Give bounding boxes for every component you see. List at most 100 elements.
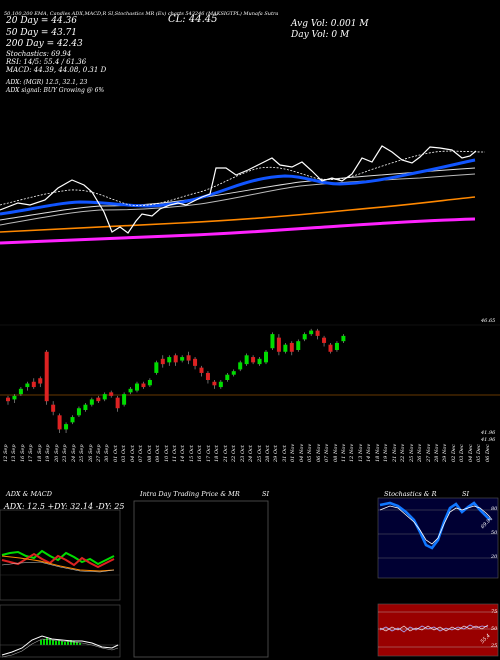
date-tick-label: 04 Dec	[467, 444, 474, 462]
macd-label: MACD: 44.39, 44.08, 0.31 D	[6, 66, 107, 74]
candle-body	[51, 404, 56, 412]
candle-body	[244, 355, 249, 365]
candle-body	[89, 399, 94, 405]
candle-body	[18, 388, 23, 395]
date-tick-label: 11 Oct	[172, 445, 178, 462]
date-tick-label: 30 Sep	[104, 444, 111, 462]
candle-body	[270, 334, 275, 349]
stoch-level-80: 80	[491, 506, 498, 512]
date-tick-label: 07 Oct	[138, 445, 145, 462]
date-tick-label: 07 Nov	[324, 443, 331, 462]
date-tick-label: 08 Oct	[146, 445, 153, 462]
candle-body	[205, 372, 210, 380]
date-tick-label: 06 Nov	[315, 443, 322, 462]
candle-body	[173, 355, 178, 363]
date-tick-label: 11 Nov	[341, 443, 347, 462]
rsi-level-75: 75	[491, 609, 498, 615]
candle-body	[31, 381, 36, 388]
date-tick-label: 25 Oct	[256, 445, 263, 462]
date-tick-label: 10 Oct	[163, 445, 170, 462]
date-tick-label: 14 Oct	[180, 445, 187, 462]
date-tick-label: 23 Oct	[239, 445, 246, 462]
ema20-label: 20 Day = 44.36	[6, 16, 78, 26]
date-tick-label: 25 Sep	[79, 444, 86, 462]
date-tick-label: 04 Nov	[298, 443, 305, 462]
date-tick-label: 24 Oct	[248, 445, 255, 462]
candle-body	[296, 341, 301, 350]
date-tick-label: 12 Sep	[3, 444, 9, 462]
close-price-label: CL: 44.45	[168, 14, 218, 25]
rsi-level-25: 25	[491, 643, 498, 649]
adx-signal-label: ADX signal: BUY Growing @ 6%	[6, 87, 105, 94]
candle-body	[6, 397, 10, 402]
date-tick-label: 05 Nov	[307, 443, 314, 462]
date-tick-label: 08 Nov	[332, 443, 339, 462]
ema-lines	[0, 145, 486, 245]
date-tick-label: 18 Sep	[36, 444, 43, 462]
date-tick-label: 19 Nov	[383, 443, 390, 462]
stoch-level-20: 20	[491, 554, 498, 560]
date-tick-label: 12 Nov	[349, 443, 356, 462]
candle-body	[264, 351, 268, 363]
candle-body	[141, 383, 146, 388]
date-tick-label: 29 Nov	[442, 443, 449, 462]
avg-volume-label: Avg Vol: 0.001 M	[291, 19, 369, 29]
candle-body	[25, 383, 30, 388]
stoch-d-line	[379, 505, 491, 545]
ema50-dotted-line	[0, 150, 486, 206]
candle-body	[44, 351, 49, 402]
adx-minus-di-line	[1, 552, 115, 569]
date-tick-label: 18 Nov	[374, 443, 381, 462]
rsi-level-50: 50	[491, 626, 498, 632]
stoch-level-50: 50	[491, 530, 498, 536]
candle-body	[96, 397, 101, 402]
date-tick-label: 26 Nov	[417, 443, 424, 462]
candle-body	[167, 357, 172, 363]
adx-white-line	[1, 561, 115, 573]
date-tick-label: 27 Sep	[95, 444, 102, 462]
date-tick-label: 24 Sep	[70, 444, 77, 462]
candle-body	[302, 334, 307, 340]
date-tick-label: 23 Sep	[62, 444, 69, 462]
candle-body	[70, 417, 75, 423]
candle-body	[289, 342, 294, 352]
ema50-label: 50 Day = 43.71	[6, 28, 78, 38]
date-tick-label: 03 Oct	[121, 445, 128, 462]
date-tick-label: 16 Oct	[197, 445, 204, 462]
macd-line	[1, 635, 119, 656]
date-tick-label: 19 Sep	[45, 444, 52, 462]
price-label-bottom-1: 41.96	[481, 430, 496, 436]
intraday-panel-frame	[133, 500, 269, 658]
candle-body	[38, 378, 43, 384]
date-tick-label: 28 Nov	[433, 443, 440, 462]
candle-body	[257, 358, 262, 365]
candle-body	[218, 381, 223, 388]
macd-histogram	[40, 638, 81, 645]
date-tick-label: 05 Dec	[476, 444, 483, 462]
candle-body	[322, 337, 327, 343]
price-label-top: 46.65	[481, 318, 496, 324]
ema100-line	[0, 173, 476, 226]
candle-body	[109, 392, 114, 396]
header-chart-info: 50,100,200 EMA, Candles ADX,MACD,R SI,St…	[4, 11, 279, 17]
candle-body	[12, 395, 17, 400]
date-tick-label: 29 Oct	[273, 445, 280, 462]
date-tick-label: 27 Nov	[425, 443, 432, 462]
candle-body	[315, 330, 320, 336]
date-tick-label: 28 Oct	[264, 445, 271, 462]
date-tick-label: 01 Oct	[112, 445, 119, 462]
date-tick-label: 13 Sep	[11, 444, 18, 462]
date-tick-label: 21 Nov	[391, 443, 398, 462]
ema200-pink-line	[0, 217, 476, 245]
date-tick-label: 15 Oct	[188, 445, 195, 462]
adx-macd-title: ADX & MACD	[6, 490, 52, 498]
candle-body	[238, 362, 243, 370]
date-tick-label: 18 Oct	[214, 445, 221, 462]
candle-body	[231, 371, 236, 375]
candlestick-series	[6, 328, 346, 433]
candle-body	[276, 337, 281, 352]
candle-body	[186, 355, 191, 361]
macd-signal-line	[1, 638, 119, 658]
price-label-bottom-2: 41.96	[481, 437, 496, 443]
candle-body	[135, 383, 139, 391]
